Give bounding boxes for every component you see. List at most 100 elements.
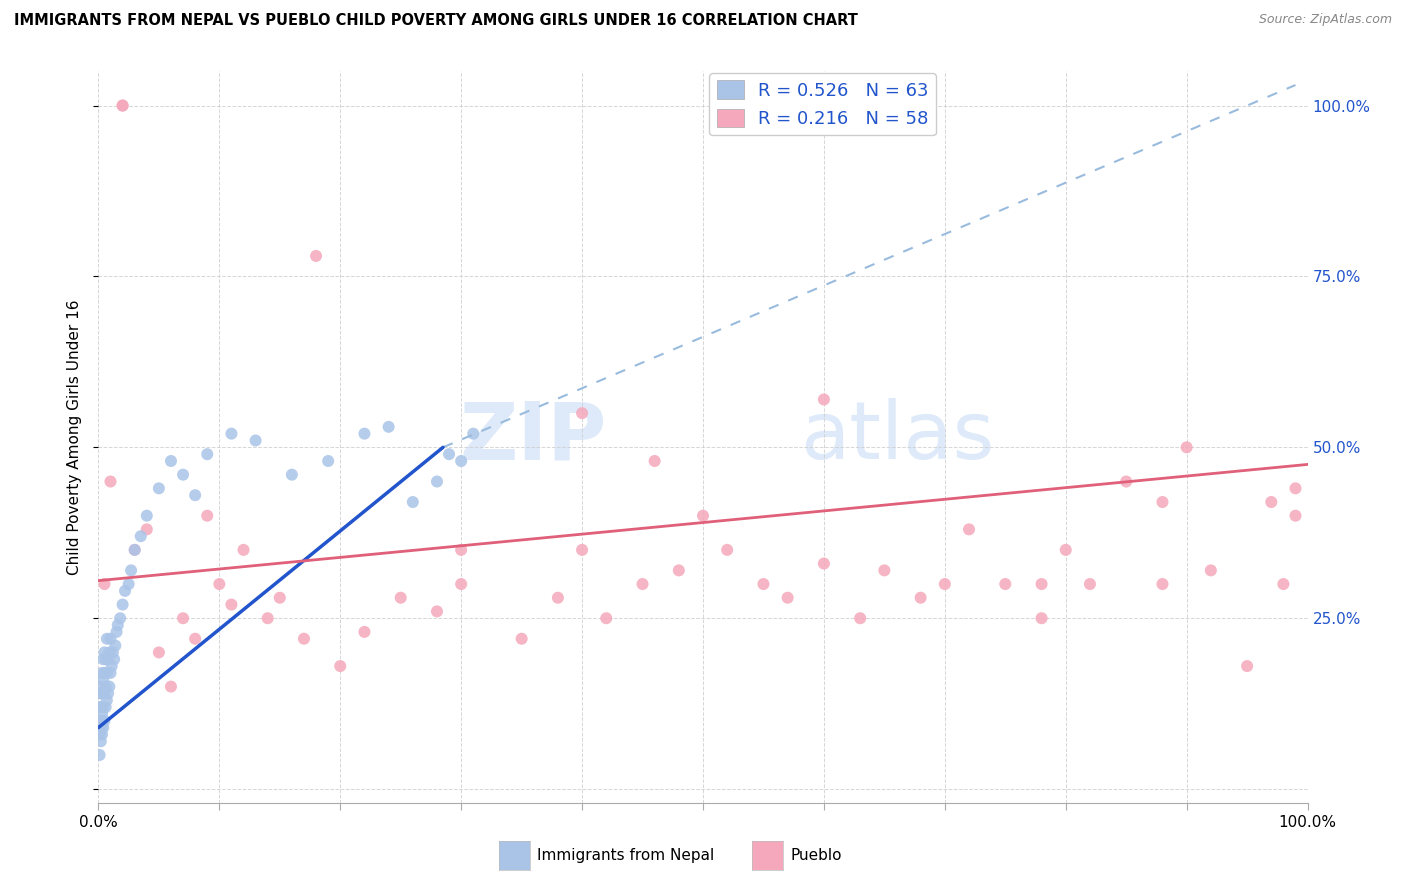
Point xyxy=(463,426,485,441)
Point xyxy=(91,686,114,700)
Point xyxy=(160,454,183,468)
Point xyxy=(1152,577,1174,591)
Point xyxy=(1260,495,1282,509)
Point xyxy=(402,495,425,509)
Point xyxy=(90,721,112,735)
Y-axis label: Child Poverty Among Girls Under 16: Child Poverty Among Girls Under 16 xyxy=(67,300,83,574)
Point xyxy=(1054,542,1077,557)
Point xyxy=(644,454,666,468)
Point xyxy=(96,632,118,646)
Point xyxy=(101,645,124,659)
Point xyxy=(571,542,593,557)
Point xyxy=(93,714,115,728)
Point xyxy=(245,434,267,448)
Point xyxy=(111,598,134,612)
Point xyxy=(1199,563,1222,577)
Point xyxy=(221,426,243,441)
Point xyxy=(776,591,799,605)
Point xyxy=(1175,440,1198,454)
Point xyxy=(426,475,449,489)
Point xyxy=(120,563,142,577)
Point xyxy=(692,508,714,523)
Point xyxy=(89,680,111,694)
Point xyxy=(305,249,328,263)
Point xyxy=(510,632,533,646)
Point xyxy=(94,700,117,714)
Point xyxy=(89,714,111,728)
Point xyxy=(1152,495,1174,509)
Point xyxy=(292,632,315,646)
Point xyxy=(114,583,136,598)
Text: atlas: atlas xyxy=(800,398,994,476)
Point xyxy=(91,652,114,666)
Point xyxy=(135,508,157,523)
Point xyxy=(316,454,339,468)
Point xyxy=(148,645,170,659)
Point xyxy=(571,406,593,420)
Point xyxy=(108,611,131,625)
Point xyxy=(90,686,112,700)
Point xyxy=(910,591,932,605)
Text: Source: ZipAtlas.com: Source: ZipAtlas.com xyxy=(1258,13,1392,27)
Point xyxy=(94,680,117,694)
Point xyxy=(160,680,183,694)
Point xyxy=(172,611,194,625)
Point xyxy=(716,542,738,557)
Point xyxy=(1284,481,1306,495)
Point xyxy=(104,639,127,653)
Point xyxy=(450,577,472,591)
Point xyxy=(105,624,128,639)
Point xyxy=(93,645,115,659)
Point xyxy=(89,727,111,741)
Point xyxy=(91,673,114,687)
Point xyxy=(1115,475,1137,489)
Point xyxy=(195,508,218,523)
Text: ZIP: ZIP xyxy=(458,398,606,476)
Point xyxy=(97,686,120,700)
Point xyxy=(1078,577,1101,591)
Point xyxy=(426,604,449,618)
Point xyxy=(94,652,117,666)
Point xyxy=(1272,577,1295,591)
Point xyxy=(1031,577,1053,591)
Point xyxy=(91,665,114,680)
Text: Pueblo: Pueblo xyxy=(790,848,842,863)
Point xyxy=(752,577,775,591)
Point xyxy=(129,529,152,543)
Point xyxy=(91,727,114,741)
Point xyxy=(353,624,375,639)
Point xyxy=(184,488,207,502)
Point xyxy=(269,591,291,605)
Point xyxy=(100,632,122,646)
Point xyxy=(208,577,231,591)
Point xyxy=(91,721,114,735)
Point xyxy=(813,557,835,571)
Point xyxy=(450,454,472,468)
Point xyxy=(93,577,115,591)
Point xyxy=(221,598,243,612)
Point xyxy=(96,665,118,680)
Point xyxy=(957,522,980,536)
Point xyxy=(353,426,375,441)
Point xyxy=(98,645,121,659)
Point xyxy=(103,652,125,666)
Point xyxy=(329,659,352,673)
Point xyxy=(934,577,956,591)
Point xyxy=(631,577,654,591)
Point xyxy=(96,693,118,707)
Point xyxy=(118,577,141,591)
Point xyxy=(100,475,122,489)
Point xyxy=(93,665,115,680)
Point xyxy=(1236,659,1258,673)
Point xyxy=(135,522,157,536)
Point xyxy=(89,747,111,762)
Point xyxy=(98,680,121,694)
Point xyxy=(90,700,112,714)
Point xyxy=(873,563,896,577)
Legend: R = 0.526   N = 63, R = 0.216   N = 58: R = 0.526 N = 63, R = 0.216 N = 58 xyxy=(710,73,936,136)
Point xyxy=(100,659,122,673)
Point xyxy=(813,392,835,407)
Point xyxy=(547,591,569,605)
Text: Immigrants from Nepal: Immigrants from Nepal xyxy=(537,848,714,863)
Point xyxy=(89,700,111,714)
